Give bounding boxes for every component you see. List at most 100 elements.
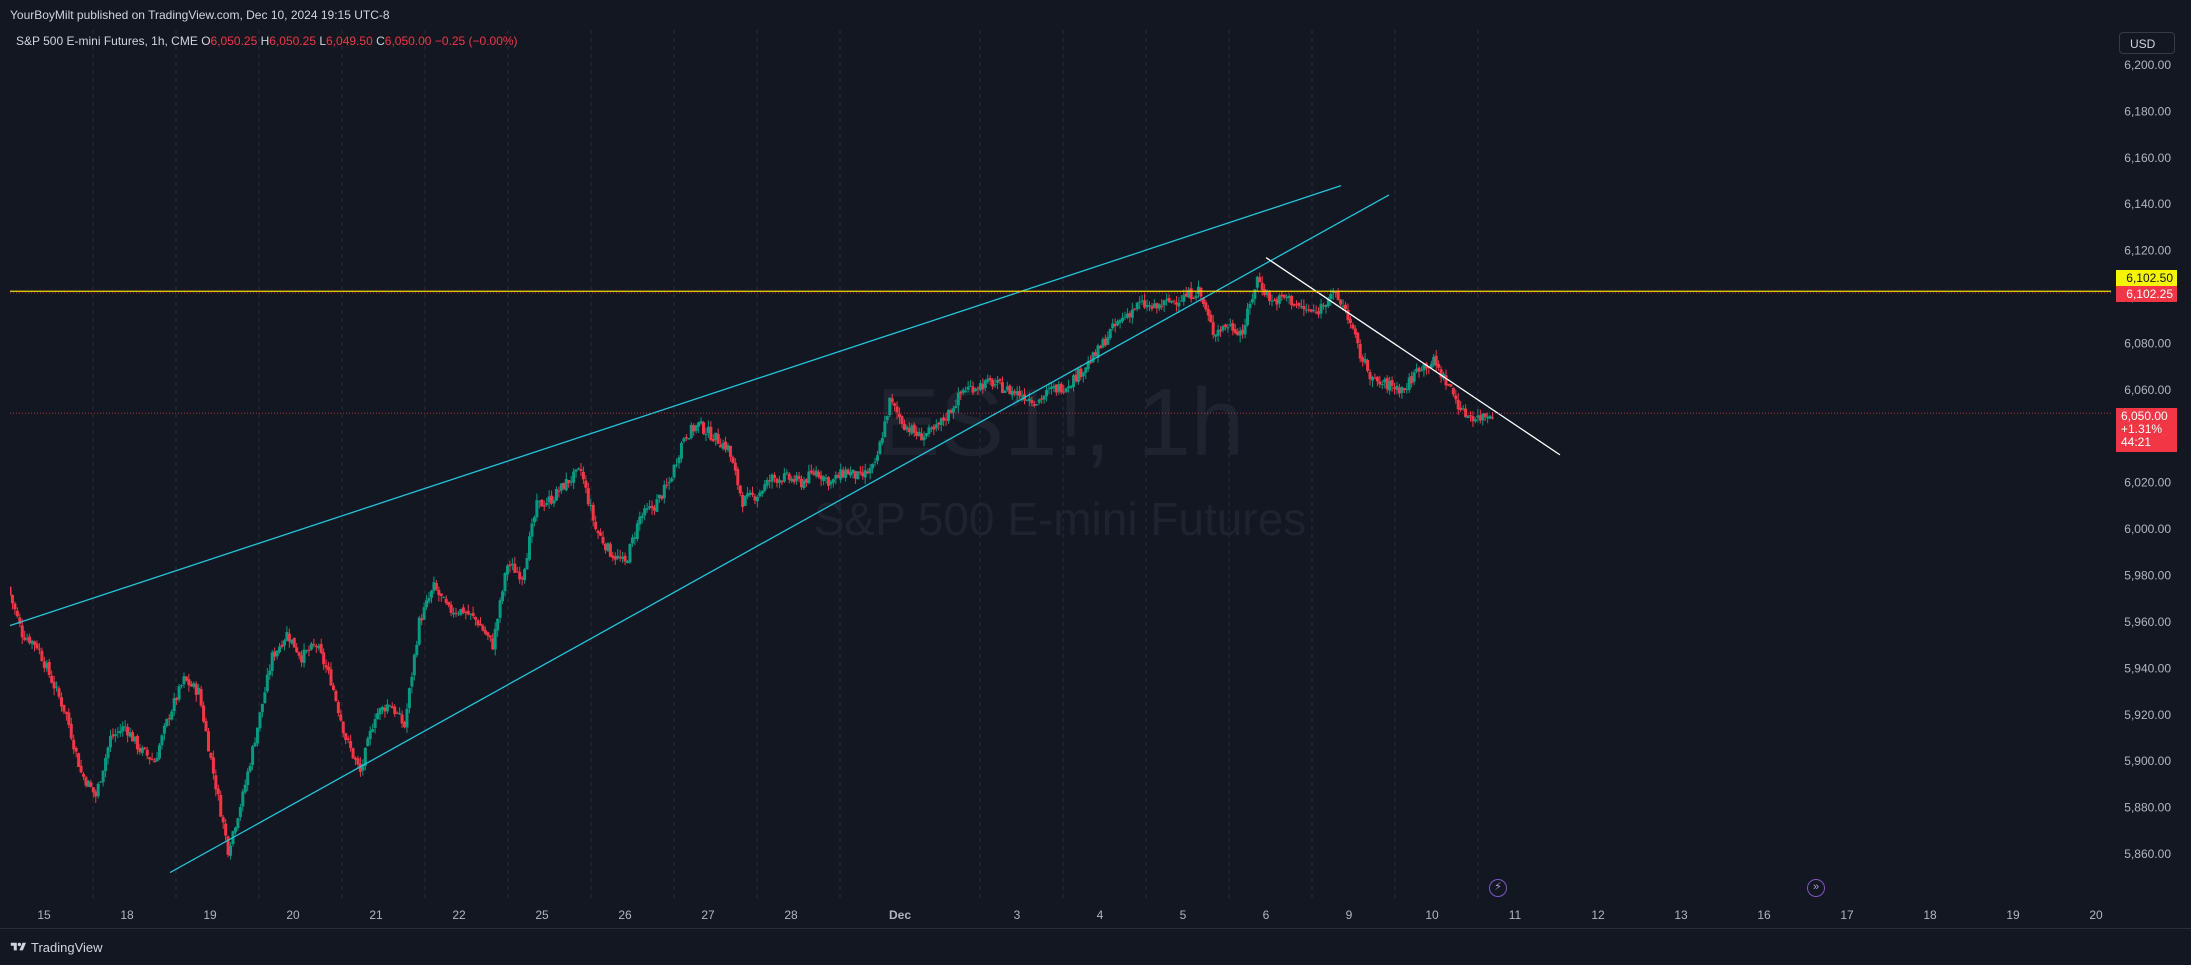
candle-body — [822, 476, 826, 481]
candle-body — [64, 711, 68, 714]
candle-body — [233, 827, 237, 833]
symbol-legend[interactable]: S&P 500 E-mini Futures, 1h, CME O6,050.2… — [16, 34, 518, 48]
downtrend-line[interactable] — [1265, 257, 1561, 456]
candle-body — [256, 727, 259, 744]
dividend-arrow-icon[interactable]: » — [1807, 879, 1825, 897]
candle-body — [1155, 303, 1159, 309]
price-tick-label: 6,140.00 — [2124, 197, 2171, 211]
candle-body — [1057, 384, 1061, 392]
candle-body — [1476, 415, 1480, 418]
candle-body — [743, 495, 747, 506]
candle-body — [226, 836, 230, 856]
candle-body — [300, 655, 304, 663]
open-value: 6,050.25 — [210, 34, 258, 48]
candle-body — [1133, 308, 1137, 310]
candle-body — [532, 517, 536, 523]
lightning-icon[interactable]: ⚡ — [1489, 879, 1507, 897]
candle-body — [944, 419, 948, 421]
candle-body — [665, 484, 669, 486]
symbol-name[interactable]: S&P 500 E-mini Futures, 1h, CME — [16, 34, 198, 48]
candle-body — [15, 610, 19, 617]
candle-body — [1216, 329, 1220, 336]
bar-countdown: 44:21 — [2121, 435, 2152, 449]
time-tick-label: 11 — [1509, 908, 1522, 922]
candle-body — [1047, 388, 1051, 390]
candle-body — [148, 757, 152, 760]
candle-body — [1167, 298, 1171, 302]
candle-body — [1233, 329, 1237, 333]
candle-body — [282, 640, 286, 646]
candle-body — [1339, 299, 1343, 305]
price-tick-label: 5,920.00 — [2124, 708, 2171, 722]
change-value: −0.25 (−0.00%) — [434, 34, 518, 48]
candle-body — [1412, 372, 1416, 382]
candle-body — [407, 688, 411, 709]
candle-body — [709, 426, 713, 440]
candle-body — [1461, 408, 1465, 410]
candle-body — [202, 705, 206, 722]
candle-body — [1395, 385, 1399, 391]
candle-body — [437, 589, 441, 595]
price-axis[interactable]: 6,200.00 6,180.00 6,160.00 6,140.00 6,120.00… — [2124, 58, 2171, 861]
candle-body — [442, 597, 446, 599]
upper-channel-line[interactable] — [0, 185, 1342, 629]
candle-body — [932, 426, 936, 430]
candle-body — [871, 464, 875, 469]
candle-body — [422, 607, 426, 620]
candle-body — [1405, 389, 1409, 391]
candle-body — [959, 391, 963, 394]
candle-body — [1111, 323, 1115, 329]
candle-body — [976, 387, 980, 389]
candle-body — [101, 770, 105, 783]
candle-body — [1346, 309, 1350, 321]
candle-body — [1280, 294, 1284, 297]
candle-body — [1135, 302, 1139, 310]
candle-body — [1192, 298, 1196, 300]
lower-channel-line[interactable] — [169, 194, 1390, 874]
candle-body — [1253, 289, 1257, 299]
candle-body — [478, 623, 482, 626]
candle-body — [559, 483, 563, 491]
candle-body — [133, 736, 137, 742]
time-tick-label: 25 — [535, 908, 549, 922]
candlestick-series — [10, 272, 1495, 860]
price-chart[interactable]: ES1!, 1h S&P 500 E-mini Futures 6,200.00… — [0, 0, 2191, 928]
candle-body — [579, 469, 583, 471]
candle-body — [1170, 300, 1174, 303]
candle-body — [398, 713, 402, 715]
candle-body — [910, 425, 914, 434]
candle-body — [1446, 384, 1450, 386]
candle-body — [1013, 391, 1017, 394]
high-label: H — [260, 34, 270, 48]
candle-body — [354, 757, 358, 760]
candle-body — [839, 469, 843, 480]
candle-body — [809, 470, 813, 473]
candle-body — [89, 782, 93, 787]
candle-body — [417, 617, 421, 645]
candle-body — [1422, 364, 1426, 371]
tradingview-logo[interactable]: TradingView — [10, 939, 103, 955]
time-tick-label: 28 — [784, 908, 798, 922]
time-axis[interactable]: 15 18 19 20 21 22 25 26 27 28 Dec 3 4 5 6 9 10 11 12 13 16 17… — [37, 908, 2103, 922]
candle-body — [50, 675, 54, 683]
candle-body — [581, 471, 585, 480]
candle-body — [937, 422, 941, 425]
candle-body — [236, 818, 240, 829]
candle-body — [1062, 391, 1066, 393]
candle-body — [853, 471, 857, 479]
candle-body — [699, 421, 703, 424]
candle-body — [297, 652, 301, 656]
candle-body — [1473, 419, 1477, 422]
candle-body — [1179, 300, 1183, 302]
candle-body — [263, 692, 267, 704]
candle-body — [787, 473, 791, 480]
candle-body — [493, 628, 497, 650]
candle-body — [216, 788, 220, 795]
candle-body — [1231, 323, 1235, 331]
candle-body — [545, 503, 549, 505]
candle-body — [564, 478, 568, 491]
candle-body — [1292, 303, 1296, 306]
candle-body — [746, 493, 750, 497]
candle-body — [346, 738, 350, 740]
currency-button[interactable]: USD — [2119, 32, 2175, 54]
